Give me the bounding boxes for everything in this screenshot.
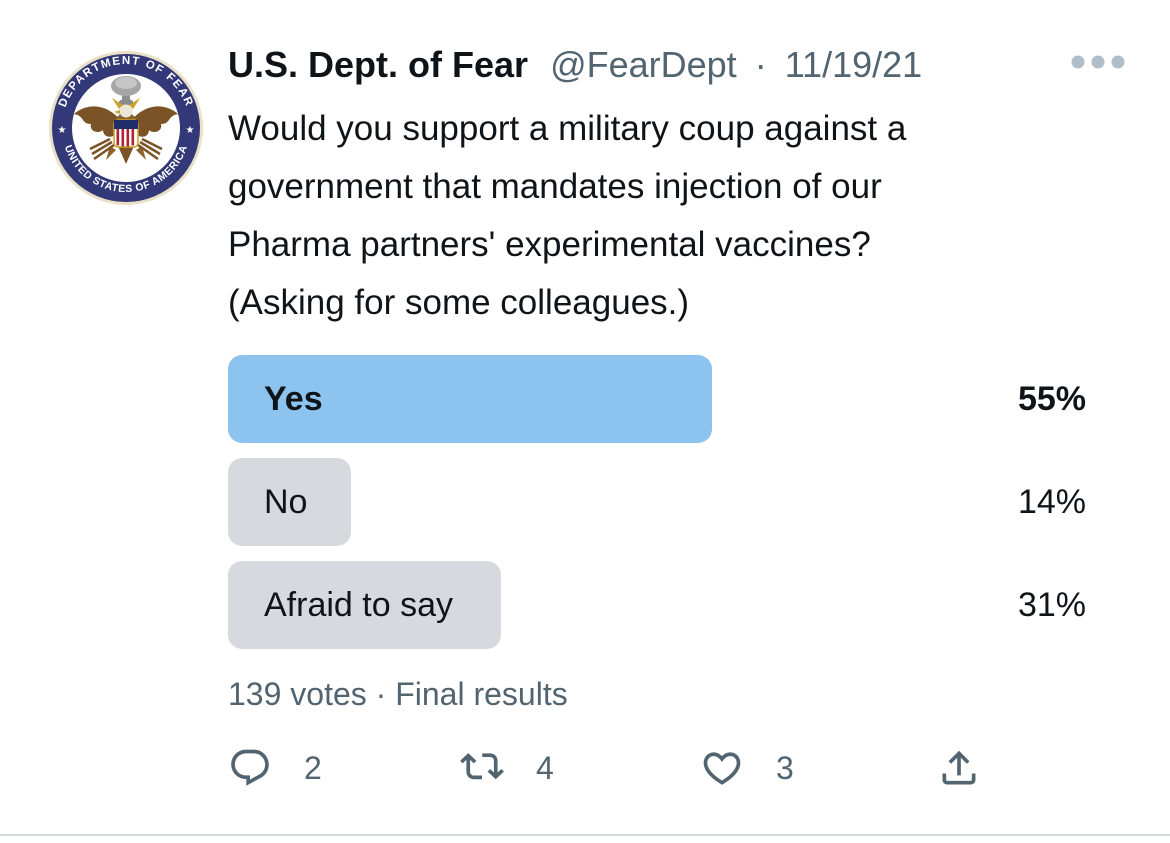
poll-option-no: No 14% [228,458,1108,546]
heart-icon [703,752,741,785]
poll-option-label: No [264,483,308,521]
seal-star-left: ★ [58,125,67,136]
tweet-header: U.S. Dept. of Fear @FearDept · 11/19/21 [228,42,1058,88]
tweet-divider [0,834,1170,836]
poll: Yes 55% No 14% Afraid to say 31% [228,355,1108,664]
mushroom-cloud-icon [111,76,141,105]
retweet-icon [460,753,504,780]
dept-of-fear-seal-icon: DEPARTMENT OF FEAR UNITED STATES OF AMER… [49,51,203,205]
poll-summary: 139 votes · Final results [228,676,568,712]
poll-bar [228,355,712,443]
poll-option-percent: 31% [1017,586,1086,624]
tweet-body-line: (Asking for some colleagues.) [228,283,690,322]
date-separator: · [754,44,767,85]
poll-bar [228,458,352,546]
reply-count: 2 [304,749,322,786]
tweet-body-line: government that mandates injection of ou… [228,167,882,206]
handle[interactable]: @FearDept [550,44,737,85]
poll-option-afraid: Afraid to say 31% [228,561,1108,649]
like-button[interactable]: 3 [700,746,794,790]
poll-option-label: Yes [264,380,323,418]
poll-option-yes: Yes 55% [228,355,1108,443]
reply-icon [231,749,269,786]
share-button[interactable] [937,746,981,790]
poll-option-label: Afraid to say [264,586,453,624]
tweet-body-line: Would you support a military coup agains… [228,109,907,148]
more-icon [1071,55,1125,69]
reply-button[interactable]: 2 [228,746,322,790]
poll-option-percent: 55% [1017,380,1086,418]
share-icon [942,750,976,785]
retweet-count: 4 [536,749,554,786]
more-button[interactable] [1070,54,1126,78]
display-name[interactable]: U.S. Dept. of Fear [228,44,529,85]
tweet-body: Would you support a military coup agains… [228,100,1128,332]
poll-bar [228,561,501,649]
poll-option-percent: 14% [1017,483,1086,521]
avatar[interactable]: DEPARTMENT OF FEAR UNITED STATES OF AMER… [48,50,204,206]
eagle-icon [74,104,178,164]
action-bar: 2 4 3 [228,746,1108,794]
tweet-body-line: Pharma partners' experimental vaccines? [228,225,871,264]
retweet-button[interactable]: 4 [460,746,554,790]
seal-star-right: ★ [186,125,195,136]
tweet-date[interactable]: 11/19/21 [784,44,923,85]
like-count: 3 [776,749,794,786]
